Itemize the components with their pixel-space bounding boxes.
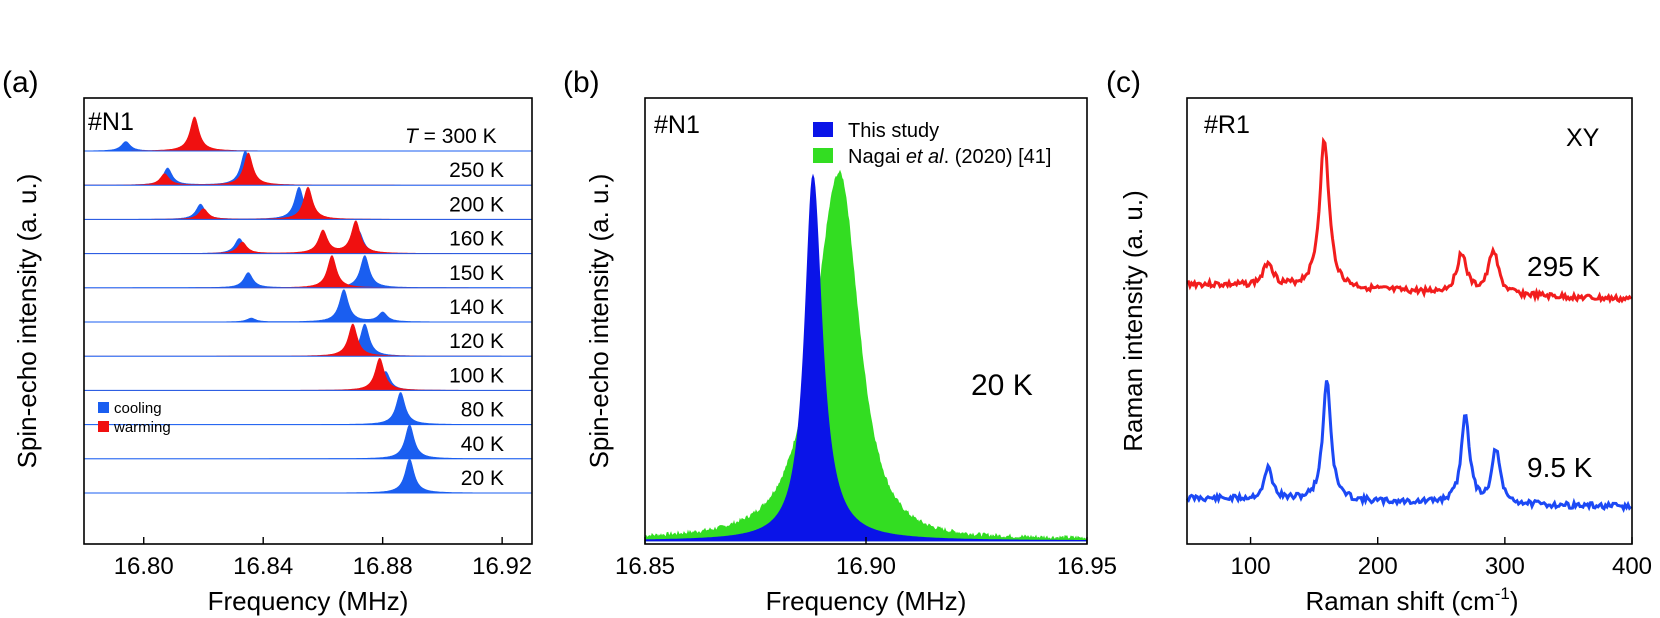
area-this-study [644,173,1088,542]
temperature-label-80-k: 80 K [461,399,504,422]
panel-a-temperature-labels: 250 K 200 K 160 K 150 K 140 K 120 K 100 K 80 K 4… [449,159,504,490]
panel-a-traces [83,116,533,494]
legend-cooling-label: cooling [114,400,162,417]
panel-a-label: (a) [2,66,39,99]
panel-c-polarization: XY [1566,124,1600,152]
panel-b-x-ticks: 16.85 16.90 16.95 [615,537,1117,580]
panel-c-tick-label-200: 200 [1358,553,1398,580]
temperature-label-160-k: 160 K [449,228,504,251]
panel-c-xlabel: Raman shift (cm-1) [1305,584,1518,616]
legend-nagai-label: Nagai et al. (2020) [41] [848,146,1051,168]
raman-xlabel-sup: -1 [1495,584,1510,603]
panel-a-tick-label-16-92: 16.92 [472,553,532,580]
t-symbol: T [405,125,420,148]
panel-b-label: (b) [563,66,600,99]
panel-c-tick-label-400: 400 [1612,553,1652,580]
panel-b-tick-label-16-90: 16.90 [836,553,896,580]
panel-c-frame [1186,97,1633,545]
panel-a-xlabel: Frequency (MHz) [208,586,409,616]
panel-a-frame [83,97,533,545]
panel-b-tick-label-16-95: 16.95 [1057,553,1117,580]
panel-c-x-ticks: 100 200 300 400 [1231,537,1652,580]
temperature-label-40-k: 40 K [461,433,504,456]
temperature-label-120-k: 120 K [449,330,504,353]
panel-c-tick-label-300: 300 [1485,553,1525,580]
panel-b-temperature: 20 K [971,369,1033,402]
nagai-etal: et al [906,146,944,168]
temperature-label-100-k: 100 K [449,364,504,387]
panel-b-tick-label-16-85: 16.85 [615,553,675,580]
temperature-label-200-k: 200 K [449,193,504,216]
panel-c: 100 200 300 400 #R1 XY 295 K 9.5 K Raman sh… [1118,97,1652,616]
panel-a-ylabel: Spin-echo intensity (a. u.) [12,174,42,469]
temperature-label-20-k: 20 K [461,467,504,490]
legend-warming-label: warming [113,419,171,436]
t-value: = 300 K [418,125,497,148]
panel-b: 16.85 16.90 16.95 #N1 This study Nagai et … [584,97,1117,616]
area-nagai-et-al-2020-41 [644,169,1088,542]
series-9-5k-label: 9.5 K [1527,452,1593,483]
panel-b-xlabel: Frequency (MHz) [766,586,967,616]
legend-this-study-label: This study [848,120,939,142]
legend-cooling-swatch [98,402,109,413]
panel-a-x-ticks: 16.80 16.84 16.88 16.92 [114,537,532,580]
panel-c-lines [1185,136,1633,514]
raman-xlabel-end: ) [1510,586,1519,616]
panel-b-sample-label: #N1 [654,111,700,139]
nagai-name: Nagai [848,146,906,168]
series-295k-label: 295 K [1527,251,1600,282]
panel-c-tick-label-100: 100 [1231,553,1271,580]
temperature-label-250-k: 250 K [449,159,504,182]
panel-a-tick-label-16-88: 16.88 [353,553,413,580]
temperature-label-140-k: 140 K [449,296,504,319]
panel-a-tick-label-16-80: 16.80 [114,553,174,580]
panel-a: 250 K 200 K 160 K 150 K 140 K 120 K 100 K 80 K 4… [12,97,533,616]
panel-a-t-label: T = 300 K [405,125,497,148]
panel-b-areas [644,169,1088,542]
legend-warming-swatch [98,421,109,432]
raman-xlabel-main: Raman shift (cm [1305,586,1494,616]
panel-c-label: (c) [1106,66,1141,99]
panel-c-ylabel: Raman intensity (a. u.) [1118,190,1148,452]
legend-nagai-swatch [813,148,833,163]
panel-a-sample-label: #N1 [88,108,134,136]
raman-line-295-k [1186,136,1633,305]
panel-c-sample-label: #R1 [1204,111,1250,139]
nagai-year: . (2020) [41] [944,146,1052,168]
panel-b-ylabel: Spin-echo intensity (a. u.) [584,174,614,469]
legend-this-study-swatch [813,122,833,137]
temperature-label-150-k: 150 K [449,262,504,285]
raman-line-9-5-k [1185,380,1633,514]
panel-a-tick-label-16-84: 16.84 [233,553,293,580]
